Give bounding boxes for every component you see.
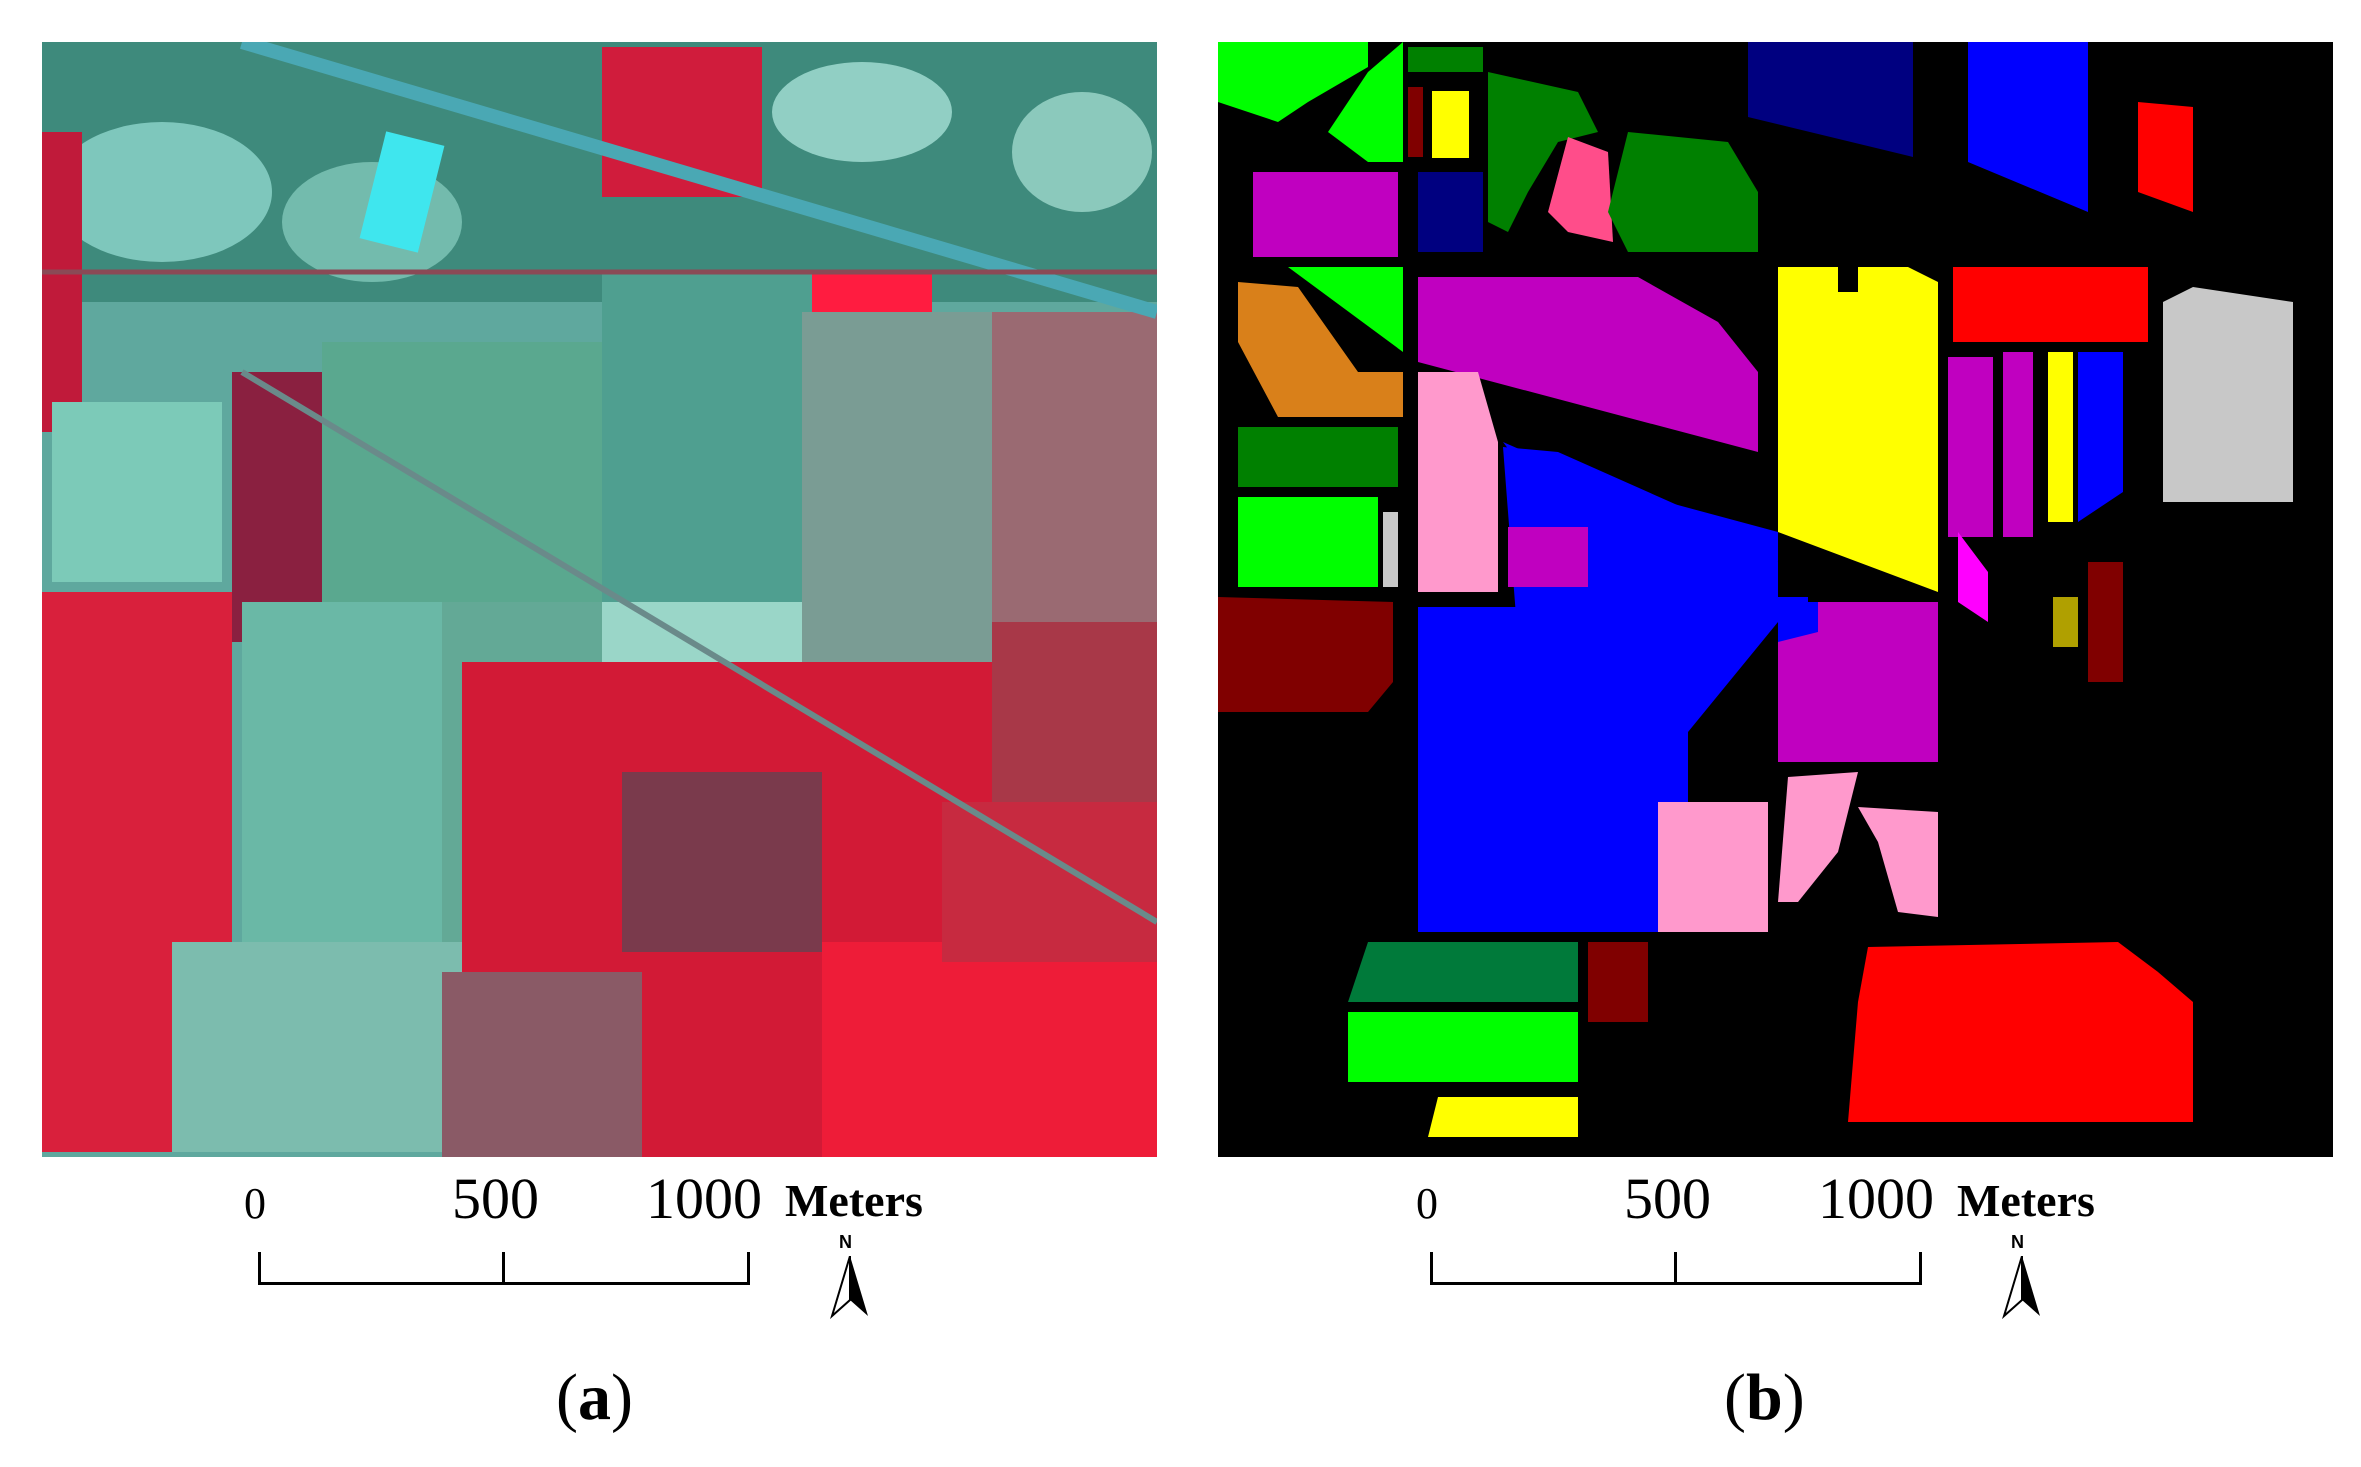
north-arrow-icon: N [826,1232,874,1322]
scale-tick-label: 1000 [646,1166,762,1231]
false-color-image [42,42,1157,1157]
north-label: N [839,1232,852,1252]
scale-bar: 0 500 1000 Meters N [1400,1170,2120,1340]
scale-units-label: Meters [785,1175,923,1226]
panel-caption-b: (b) [1724,1361,1805,1434]
scale-units-label: Meters [1957,1175,2095,1226]
ground-truth-map-panel [1218,42,2333,1157]
north-label: N [2011,1232,2024,1252]
scale-tick-label: 0 [244,1179,266,1228]
scale-bar-line [1430,1252,1922,1286]
scale-bar: 0 500 1000 Meters N [228,1170,948,1340]
scale-bar-line [258,1252,750,1286]
north-arrow-icon: N [1998,1232,2046,1322]
scale-tick-label: 500 [452,1166,539,1231]
false-color-image-panel [42,42,1157,1157]
scale-tick-label: 0 [1416,1179,1438,1228]
scale-tick-label: 500 [1624,1166,1711,1231]
ground-truth-map [1218,42,2333,1157]
scale-tick-label: 1000 [1818,1166,1934,1231]
panel-caption-a: (a) [556,1361,633,1434]
